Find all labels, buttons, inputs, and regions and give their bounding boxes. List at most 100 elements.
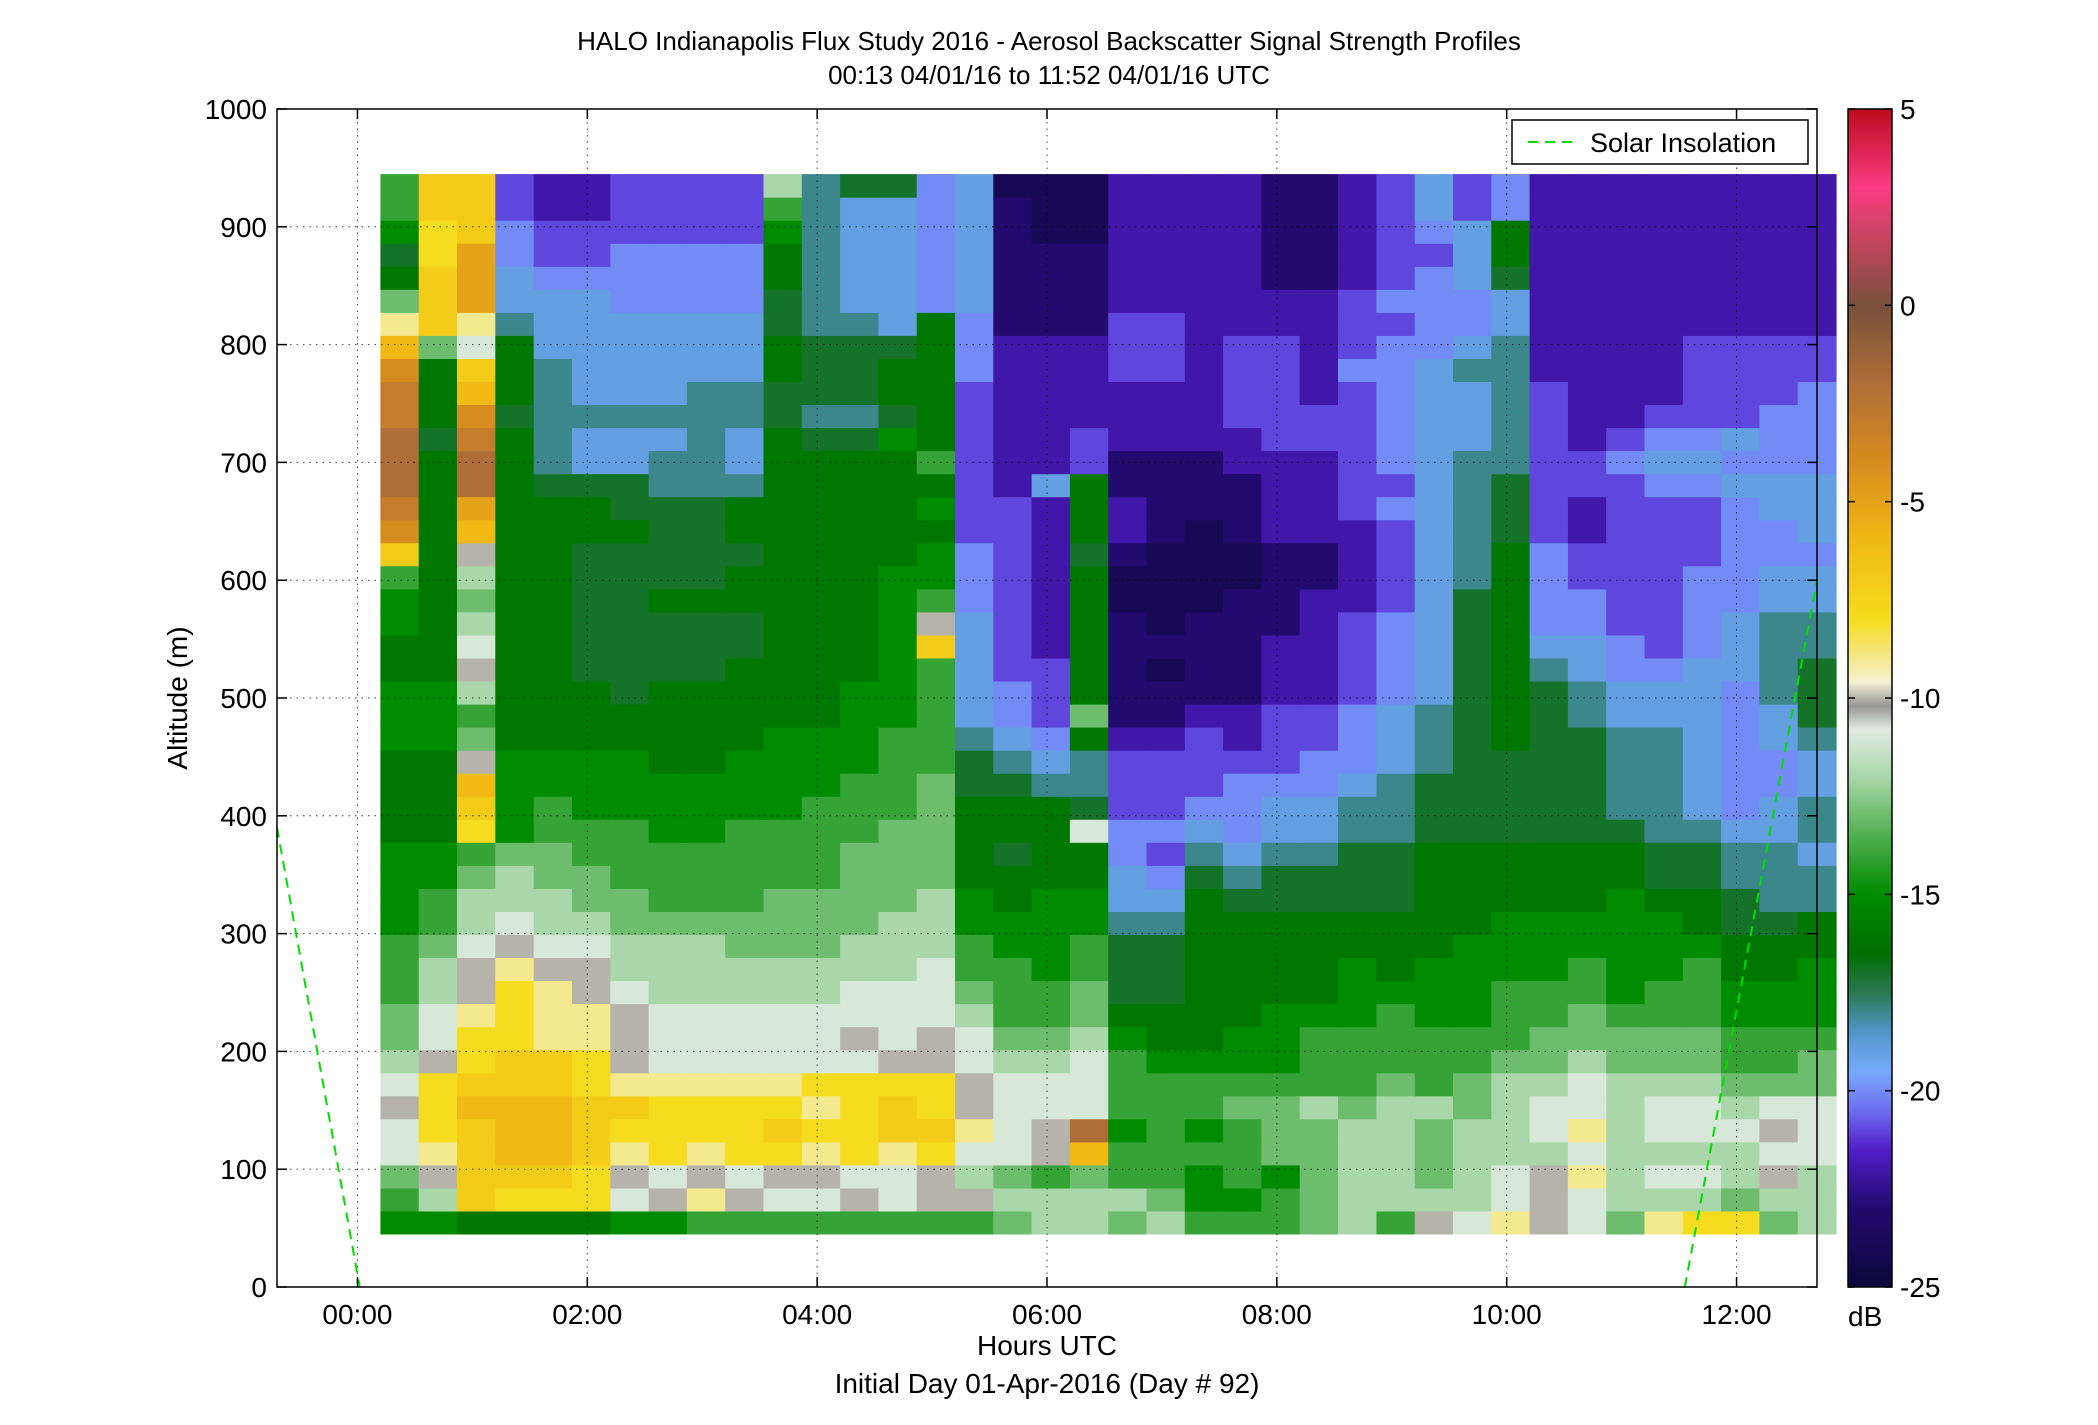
heatmap-cell [572, 1026, 611, 1051]
heatmap-cell [1223, 1187, 1262, 1212]
heatmap-cell [686, 888, 726, 912]
heatmap-cell [1031, 1049, 1071, 1074]
heatmap-cell [686, 1164, 726, 1189]
heatmap-cell [1567, 588, 1607, 613]
heatmap-cell [763, 842, 803, 866]
heatmap-cell [1414, 796, 1454, 820]
heatmap-cell [1453, 1164, 1492, 1189]
heatmap-cell [457, 980, 496, 1005]
heatmap-cell [1261, 1164, 1301, 1189]
heatmap-cell [610, 1003, 650, 1028]
heatmap-cell [1031, 957, 1071, 982]
heatmap-cell [1108, 312, 1148, 336]
heatmap-cell [1261, 888, 1301, 912]
heatmap-cell [380, 588, 420, 613]
heatmap-cell [1299, 888, 1339, 912]
heatmap-cell [1682, 704, 1722, 728]
heatmap-cell [1759, 1026, 1799, 1051]
heatmap-cell [495, 750, 535, 774]
heatmap-cell [1606, 911, 1646, 935]
heatmap-cell [533, 588, 573, 613]
heatmap-cell [1108, 1026, 1148, 1051]
heatmap-cell [801, 197, 841, 221]
heatmap-cell [1299, 842, 1339, 866]
heatmap-cell [1146, 289, 1186, 313]
heatmap-cell [610, 289, 650, 313]
heatmap-cell [840, 865, 879, 889]
heatmap-cell [533, 358, 573, 382]
heatmap-cell [878, 450, 918, 475]
heatmap-cell [725, 404, 765, 429]
heatmap-cell [801, 1026, 841, 1051]
heatmap-cell [1376, 588, 1416, 613]
heatmap-cell [1223, 404, 1262, 429]
heatmap-cell [686, 865, 726, 889]
heatmap-cell [418, 450, 458, 475]
heatmap-cell [610, 335, 650, 359]
heatmap-cell [1644, 819, 1684, 843]
heatmap-cell [878, 1003, 918, 1028]
heatmap-cell [725, 220, 765, 244]
heatmap-cell [916, 174, 956, 198]
heatmap-cell [1031, 404, 1071, 429]
heatmap-cell [840, 243, 879, 267]
heatmap-cell [1759, 312, 1799, 336]
x-tick-label: 06:00 [1012, 1299, 1082, 1330]
heatmap-cell [1453, 865, 1492, 889]
heatmap-cell [955, 796, 994, 820]
heatmap-cell [686, 220, 726, 244]
heatmap-cell [801, 657, 841, 682]
heatmap-cell [418, 381, 458, 405]
heatmap-cell [1338, 519, 1377, 544]
heatmap-cell [610, 266, 650, 290]
heatmap-cell [1491, 957, 1531, 982]
heatmap-cell [955, 427, 994, 452]
heatmap-cell [1567, 565, 1607, 590]
heatmap-cell [1644, 1164, 1684, 1189]
heatmap-cell [1031, 1072, 1071, 1097]
heatmap-cell [648, 657, 688, 682]
heatmap-cell [572, 427, 611, 452]
heatmap-cell [1721, 381, 1760, 405]
heatmap-cell [572, 289, 611, 313]
heatmap-cell [495, 381, 535, 405]
heatmap-cell [1682, 174, 1722, 198]
heatmap-cell [1721, 773, 1760, 797]
heatmap-cell [1108, 704, 1148, 728]
heatmap-cell [1453, 266, 1492, 290]
heatmap-cell [457, 957, 496, 982]
heatmap-cell [572, 1049, 611, 1074]
heatmap-cell [1146, 243, 1186, 267]
heatmap-cell [1184, 473, 1224, 498]
heatmap-cell [1031, 266, 1071, 290]
heatmap-cell [1338, 358, 1377, 382]
heatmap-cell [916, 611, 956, 636]
heatmap-cell [1108, 1164, 1148, 1189]
heatmap-cell [955, 335, 994, 359]
heatmap-cell [1453, 381, 1492, 405]
heatmap-cell [418, 197, 458, 221]
heatmap-cell [1261, 473, 1301, 498]
heatmap-cell [725, 657, 765, 682]
heatmap-cell [763, 980, 803, 1005]
heatmap-cell [1223, 243, 1262, 267]
heatmap-cell [1721, 473, 1760, 498]
heatmap-cell [1606, 1210, 1646, 1235]
heatmap-cell [1721, 1072, 1760, 1097]
heatmap-cell [840, 289, 879, 313]
heatmap-cell [1146, 796, 1186, 820]
heatmap-cell [1376, 1141, 1416, 1166]
heatmap-cell [1453, 427, 1492, 452]
heatmap-cell [1682, 565, 1722, 590]
heatmap-cell [610, 1049, 650, 1074]
heatmap-cell [725, 473, 765, 498]
heatmap-cell [1453, 542, 1492, 567]
heatmap-cell [1567, 657, 1607, 682]
heatmap-cell [1069, 588, 1109, 613]
y-axis-label: Altitude (m) [162, 626, 193, 769]
heatmap-cell [380, 911, 420, 935]
heatmap-cell [533, 634, 573, 659]
heatmap-cell [533, 773, 573, 797]
heatmap-cell [1644, 174, 1684, 198]
heatmap-cell [1376, 174, 1416, 198]
